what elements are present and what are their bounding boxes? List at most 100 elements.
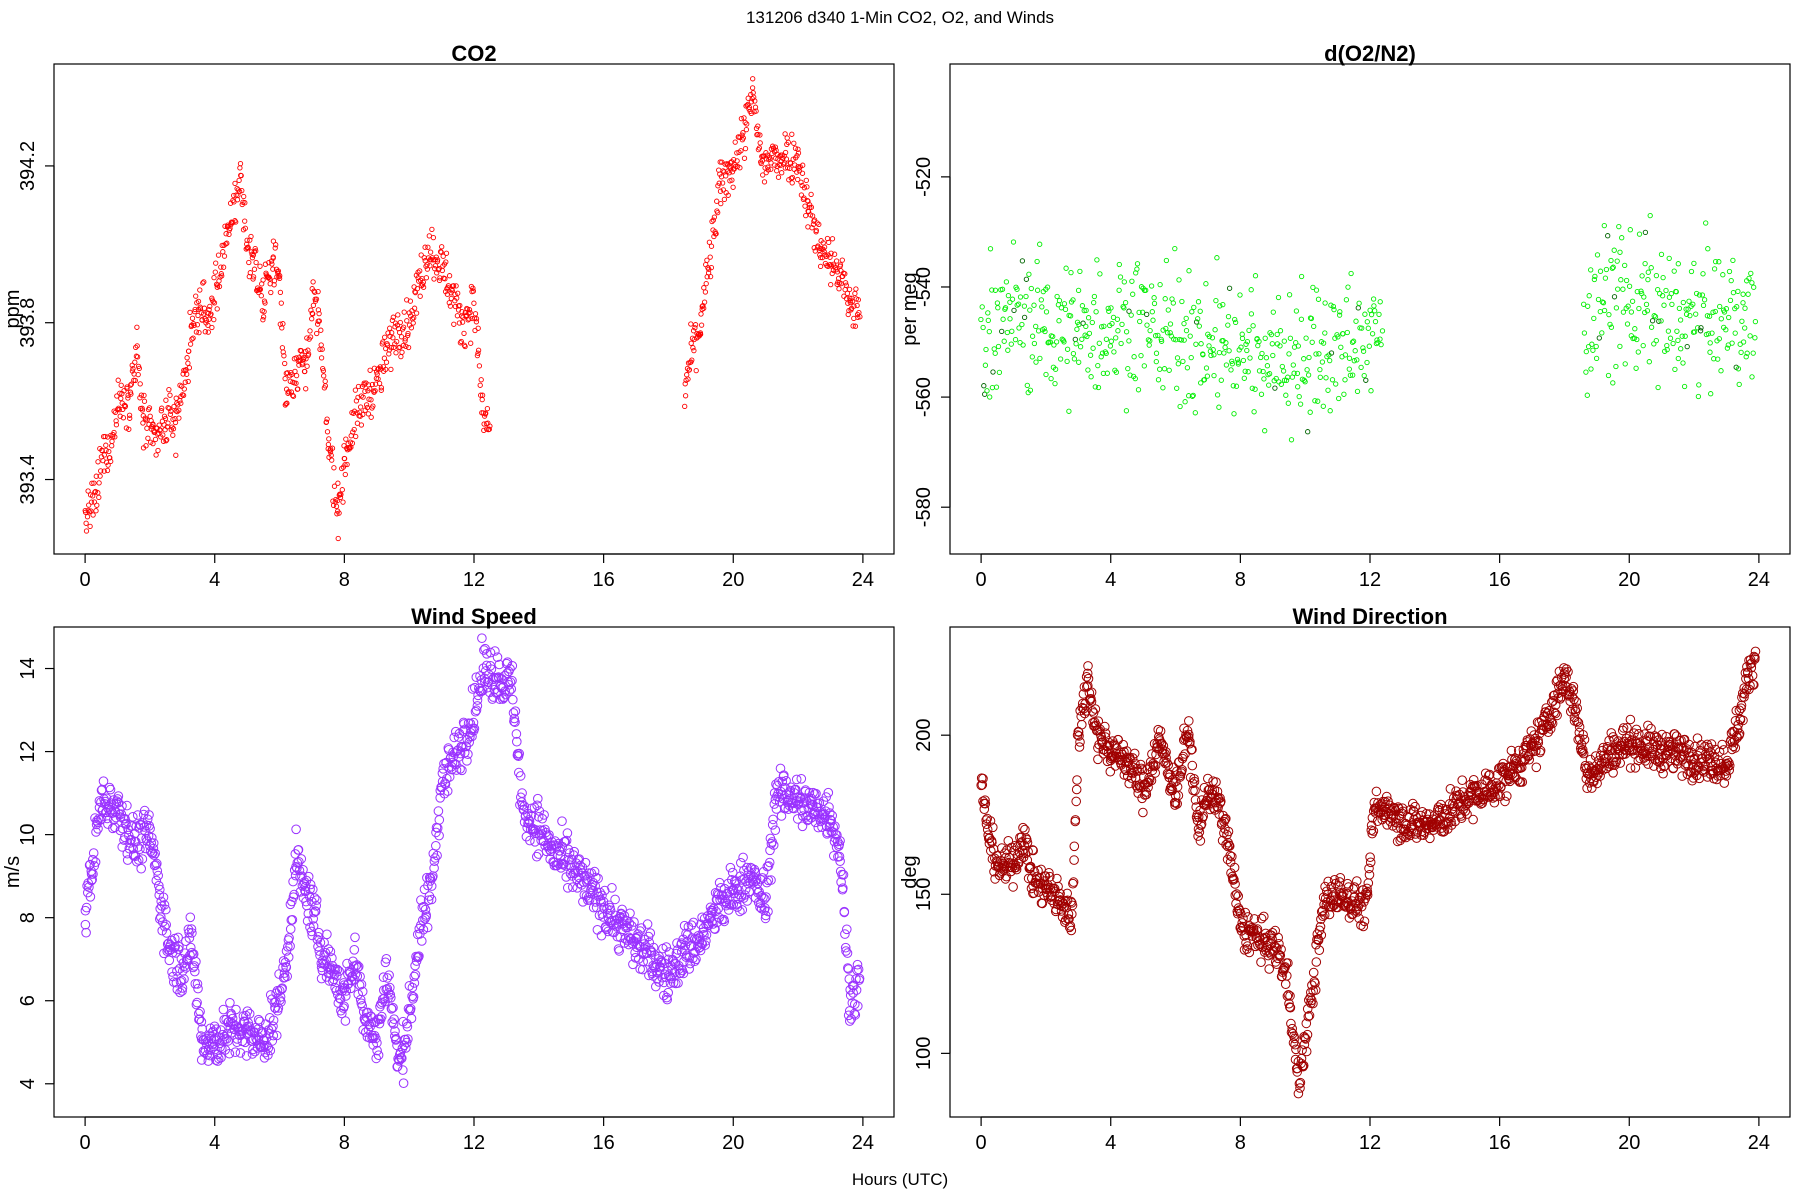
- data-point: [134, 343, 140, 349]
- data-point: [486, 664, 497, 675]
- data-point: [133, 842, 143, 852]
- data-point: [235, 1048, 246, 1058]
- data-point: [1252, 273, 1259, 279]
- data-point: [234, 197, 241, 203]
- data-point: [463, 749, 473, 760]
- data-point: [475, 347, 482, 353]
- data-point: [236, 177, 242, 184]
- data-point: [255, 1016, 265, 1027]
- data-point: [1298, 273, 1305, 280]
- data-point: [466, 310, 472, 317]
- data-point: [737, 165, 743, 171]
- data-point: [1750, 646, 1761, 657]
- data-point: [1643, 720, 1653, 731]
- data-point: [253, 248, 259, 254]
- data-point: [1113, 335, 1119, 341]
- data-point: [336, 510, 342, 516]
- data-point: [646, 947, 657, 958]
- data-point: [315, 288, 321, 295]
- data-point: [1557, 681, 1568, 691]
- data-point: [1293, 339, 1299, 346]
- data-point: [411, 315, 417, 321]
- data-point: [84, 514, 91, 520]
- data-point: [675, 968, 686, 978]
- data-point: [453, 732, 464, 742]
- data-point: [416, 895, 426, 905]
- data-point: [1592, 273, 1598, 280]
- data-point: [1342, 377, 1348, 383]
- data-point: [742, 119, 748, 126]
- data-point: [843, 282, 849, 288]
- data-point: [136, 365, 142, 372]
- data-point: [1150, 768, 1160, 778]
- data-point: [1198, 380, 1204, 386]
- data-point: [355, 383, 362, 390]
- data-point: [260, 314, 267, 320]
- data-point: [220, 249, 226, 255]
- data-point: [853, 964, 864, 975]
- data-point: [708, 264, 715, 271]
- data-point: [312, 289, 318, 295]
- data-point: [663, 966, 673, 976]
- data-point: [588, 886, 598, 896]
- data-point: [425, 244, 431, 250]
- data-point: [1160, 385, 1166, 391]
- data-point: [466, 307, 473, 313]
- data-point: [1233, 891, 1243, 902]
- data-point: [1277, 343, 1283, 349]
- data-point: [734, 885, 744, 896]
- data-point: [481, 421, 487, 427]
- data-point: [259, 1053, 270, 1063]
- data-point: [232, 180, 238, 187]
- data-point: [202, 329, 208, 335]
- data-point: [1700, 271, 1706, 277]
- data-point: [155, 914, 165, 924]
- data-point: [1699, 292, 1706, 298]
- data-point: [1399, 831, 1409, 842]
- data-point: [1633, 365, 1639, 371]
- data-point: [218, 1004, 229, 1015]
- data-point: [247, 270, 253, 276]
- data-point: [1308, 998, 1318, 1009]
- data-point: [1187, 778, 1198, 789]
- data-point: [1002, 305, 1009, 311]
- data-point: [628, 959, 638, 970]
- data-point: [1214, 255, 1220, 261]
- data-point: [805, 224, 811, 230]
- data-point: [246, 259, 252, 266]
- data-point: [1075, 737, 1085, 747]
- y-tick-label: 6: [17, 995, 39, 1006]
- data-point: [1642, 309, 1648, 316]
- data-point: [1266, 371, 1273, 377]
- data-point: [1627, 227, 1633, 233]
- data-point: [1299, 1039, 1310, 1050]
- data-point: [1696, 382, 1702, 388]
- data-point: [178, 393, 184, 400]
- data-point: [1356, 901, 1367, 912]
- data-point: [1285, 1002, 1296, 1013]
- data-point: [402, 1021, 413, 1032]
- data-point: [475, 350, 481, 356]
- data-point: [388, 1019, 399, 1029]
- data-point: [748, 99, 755, 105]
- data-point: [738, 148, 744, 154]
- data-point: [398, 353, 404, 360]
- data-point: [329, 457, 335, 463]
- data-point: [397, 1053, 407, 1064]
- data-point: [265, 1045, 276, 1056]
- data-point: [103, 442, 109, 448]
- data-point: [789, 180, 795, 186]
- data-point: [242, 1006, 253, 1017]
- data-point: [1182, 399, 1188, 405]
- data-point: [192, 306, 198, 313]
- data-point: [1293, 308, 1300, 314]
- data-point: [257, 286, 264, 293]
- data-point: [1198, 811, 1208, 822]
- data-point: [242, 225, 248, 231]
- data-point: [834, 269, 841, 275]
- data-point: [422, 244, 428, 250]
- data-point: [429, 863, 439, 873]
- data-point: [1220, 301, 1226, 308]
- data-point: [278, 956, 289, 966]
- data-point: [251, 266, 258, 272]
